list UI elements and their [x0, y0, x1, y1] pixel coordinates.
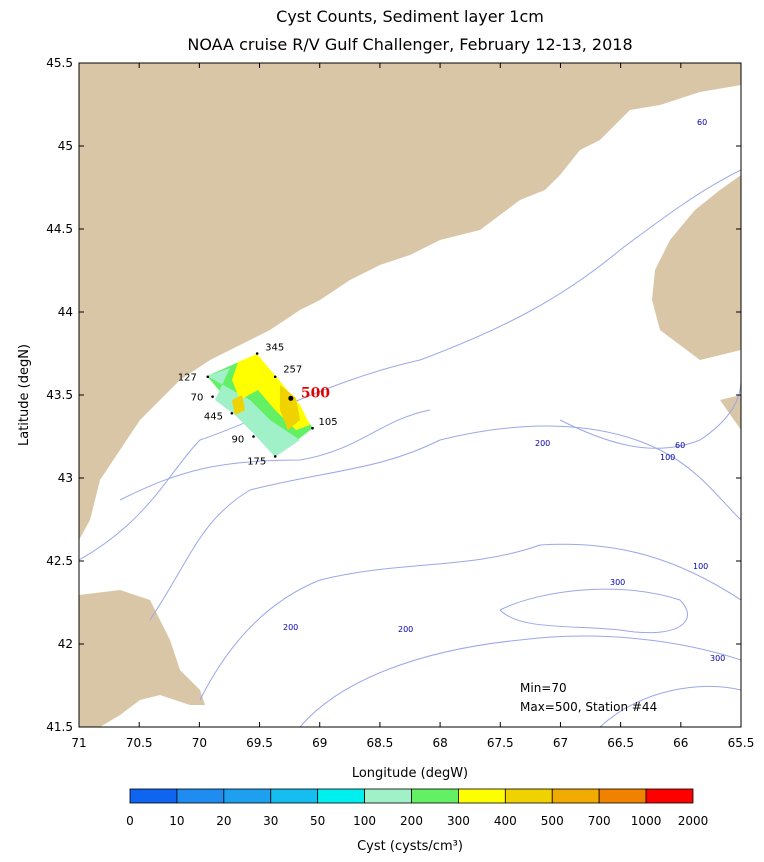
station: [255, 352, 259, 355]
colorbar-swatch: [270, 788, 319, 804]
subtitle: NOAA cruise R/V Gulf Challenger, Februar…: [187, 35, 632, 54]
x-tick-label: 68: [432, 736, 447, 750]
contour-line: [599, 685, 741, 727]
y-tick-label: 42: [58, 637, 73, 651]
station: [311, 426, 314, 430]
station-label: 90: [232, 435, 245, 446]
contour-line: [149, 425, 741, 621]
colorbar-tick-label: 0: [126, 814, 134, 828]
x-tick-label: 69.5: [246, 736, 273, 750]
contour-line: [119, 409, 431, 501]
contour-line: [499, 588, 688, 634]
land-nova-scotia: [652, 175, 741, 360]
contour-line: [299, 635, 741, 727]
station-label: 127: [178, 373, 197, 384]
colorbar-swatch: [364, 788, 412, 804]
x-tick-label: 69: [312, 736, 327, 750]
x-axis-label: Longitude (degW): [352, 766, 468, 781]
contour-label: 100: [660, 453, 675, 462]
colorbar-tick-label: 30: [263, 814, 278, 828]
colorbar-tick-label: 1000: [631, 814, 662, 828]
x-tick-label: 70: [192, 736, 207, 750]
colorbar-swatch: [129, 788, 178, 804]
y-axis-label: Latitude (degN): [17, 344, 32, 446]
y-tick-label: 45: [58, 139, 73, 153]
x-tick-label: 67.5: [487, 736, 514, 750]
contour-label: 60: [697, 118, 707, 127]
station: [230, 411, 234, 415]
contour-label: 100: [693, 562, 708, 571]
y-tick-label: 43.5: [46, 388, 73, 402]
field-patch: [232, 395, 245, 415]
station: [273, 375, 277, 379]
colorbar-label: Cyst (cysts/cm³): [357, 839, 463, 854]
x-tick-label: 70.5: [126, 736, 153, 750]
y-tick-label: 45.5: [46, 56, 73, 70]
land-cape-cod: [79, 590, 205, 727]
contour-line: [559, 379, 741, 449]
colorbar-tick-label: 100: [353, 814, 376, 828]
colorbar-tick-label: 400: [494, 814, 517, 828]
y-tick-label: 42.5: [46, 554, 73, 568]
colorbar-tick-label: 500: [541, 814, 564, 828]
colorbar-tick-label: 50: [310, 814, 325, 828]
contour-label: 300: [710, 654, 725, 663]
map-area: 60 200 60 100 100 300 200 200 300: [79, 63, 741, 727]
colorbar-swatch: [176, 788, 225, 804]
land-maine: [79, 63, 741, 540]
y-tick-label: 44.5: [46, 222, 73, 236]
station: [288, 395, 294, 401]
colorbar-swatch: [504, 788, 553, 804]
colorbar-swatch: [411, 788, 459, 804]
min-text: Min=70: [520, 681, 567, 695]
colorbar-tick-label: 200: [400, 814, 423, 828]
station: [206, 375, 210, 379]
field-patch: [207, 368, 300, 457]
colorbar-swatch: [223, 788, 272, 804]
title: Cyst Counts, Sediment layer 1cm: [276, 7, 544, 26]
station-label: 345: [265, 343, 284, 354]
colorbar-tick-label: 10: [169, 814, 184, 828]
contour-label: 200: [535, 439, 550, 448]
station: [211, 395, 214, 398]
contour-label: 200: [283, 623, 298, 632]
contour-label: 60: [675, 441, 685, 450]
y-tick-label: 44: [58, 305, 73, 319]
x-tick-label: 66: [673, 736, 688, 750]
colorbar-swatch: [458, 788, 506, 804]
colorbar-tick-label: 20: [216, 814, 231, 828]
x-tick-label: 71: [71, 736, 86, 750]
station-label: 175: [247, 456, 266, 467]
colorbar-swatch: [645, 788, 694, 804]
colorbar-tick-label: 700: [588, 814, 611, 828]
colorbar-tick-label: 300: [447, 814, 470, 828]
station: [252, 435, 255, 438]
station-label: 70: [191, 393, 204, 404]
station-label: 500: [301, 385, 330, 401]
contour-line: [79, 169, 741, 561]
contour-label: 300: [610, 578, 625, 587]
y-tick-label: 41.5: [46, 720, 73, 734]
x-tick-label: 66.5: [607, 736, 634, 750]
contour-line: [199, 543, 741, 701]
max-text: Max=500, Station #44: [520, 700, 657, 714]
colorbar-swatch: [598, 788, 647, 804]
field-patch: [280, 385, 300, 430]
colorbar-swatch: [551, 788, 600, 804]
station-label: 257: [283, 365, 302, 376]
x-tick-label: 65.5: [728, 736, 755, 750]
colorbar-swatch: [317, 788, 365, 804]
station-label: 445: [204, 411, 223, 422]
contour-label: 200: [398, 625, 413, 634]
station: [273, 455, 277, 458]
station-label: 105: [319, 417, 338, 428]
x-tick-label: 67: [553, 736, 568, 750]
colorbar-tick-label: 2000: [678, 814, 709, 828]
y-tick-label: 43: [58, 471, 73, 485]
x-tick-label: 68.5: [367, 736, 394, 750]
